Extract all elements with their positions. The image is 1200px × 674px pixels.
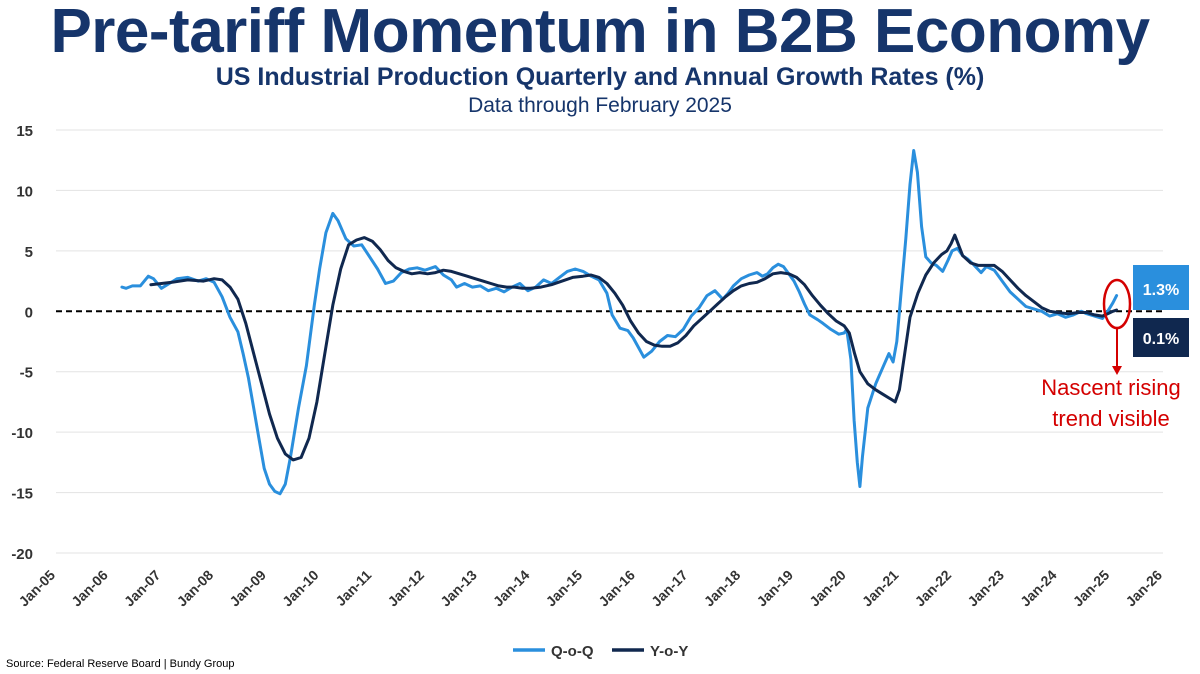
x-tick-label: Jan-12 xyxy=(384,567,427,610)
gridlines xyxy=(56,129,1163,554)
x-tick-label: Jan-25 xyxy=(1070,567,1113,610)
x-tick-label: Jan-17 xyxy=(648,567,691,610)
series-line-qoq xyxy=(120,149,1119,496)
source-note: Source: Federal Reserve Board | Bundy Gr… xyxy=(6,658,235,670)
data-note: Data through February 2025 xyxy=(468,94,732,117)
x-tick-label: Jan-08 xyxy=(174,567,217,610)
chart-title: Pre-tariff Momentum in B2B Economy xyxy=(50,0,1150,66)
y-tick-label: 15 xyxy=(16,123,33,140)
legend-label-qoq: Q-o-Q xyxy=(551,643,594,660)
y-tick-label: -20 xyxy=(11,546,33,563)
annotation-arrow-head xyxy=(1112,366,1122,375)
legend: Q-o-Q Y-o-Y xyxy=(513,643,688,660)
x-tick-label: Jan-23 xyxy=(964,567,1007,610)
x-tick-label: Jan-19 xyxy=(753,567,796,610)
legend-label-yoy: Y-o-Y xyxy=(650,643,688,660)
x-tick-label: Jan-24 xyxy=(1017,567,1060,610)
x-tick-label: Jan-06 xyxy=(68,567,111,610)
x-tick-label: Jan-14 xyxy=(490,567,533,610)
y-axis-ticks: 15 10 5 0 -5 -10 -15 -20 xyxy=(11,123,33,563)
x-tick-label: Jan-10 xyxy=(279,567,322,610)
annotation-text-line2: trend visible xyxy=(1052,406,1169,431)
series-line-yoy xyxy=(149,233,1119,462)
x-tick-label: Jan-15 xyxy=(543,567,586,610)
y-tick-label: 0 xyxy=(25,304,33,321)
end-label-yoy-box xyxy=(1133,318,1189,357)
x-tick-label: Jan-22 xyxy=(912,567,955,610)
annotation-text-line1: Nascent rising xyxy=(1041,375,1180,400)
x-tick-label: Jan-11 xyxy=(332,567,374,609)
x-tick-label: Jan-18 xyxy=(701,567,744,610)
x-tick-label: Jan-09 xyxy=(226,567,269,610)
x-tick-label: Jan-16 xyxy=(595,567,638,610)
end-label-yoy: 0.1% xyxy=(1143,331,1179,348)
x-tick-label: Jan-26 xyxy=(1122,567,1165,610)
y-tick-label: -15 xyxy=(11,486,33,503)
chart-subtitle: US Industrial Production Quarterly and A… xyxy=(215,63,985,91)
x-axis-ticks: Jan-05 Jan-06 Jan-07 Jan-08 Jan-09 Jan-10 Jan-… xyxy=(15,567,1165,610)
x-tick-label: Jan-05 xyxy=(15,567,58,610)
x-tick-label: Jan-07 xyxy=(121,567,164,610)
x-tick-label: Jan-13 xyxy=(437,567,480,610)
x-tick-label: Jan-21 xyxy=(859,567,902,610)
series-lines xyxy=(120,149,1119,496)
y-tick-label: 5 xyxy=(25,244,33,261)
end-label-qoq-box xyxy=(1133,265,1189,310)
x-tick-label: Jan-20 xyxy=(806,567,849,610)
y-tick-label: -5 xyxy=(20,365,33,382)
annotation-circle xyxy=(1102,278,1132,330)
y-tick-label: 10 xyxy=(16,183,33,200)
end-label-qoq: 1.3% xyxy=(1143,282,1179,299)
y-tick-label: -10 xyxy=(11,425,33,442)
